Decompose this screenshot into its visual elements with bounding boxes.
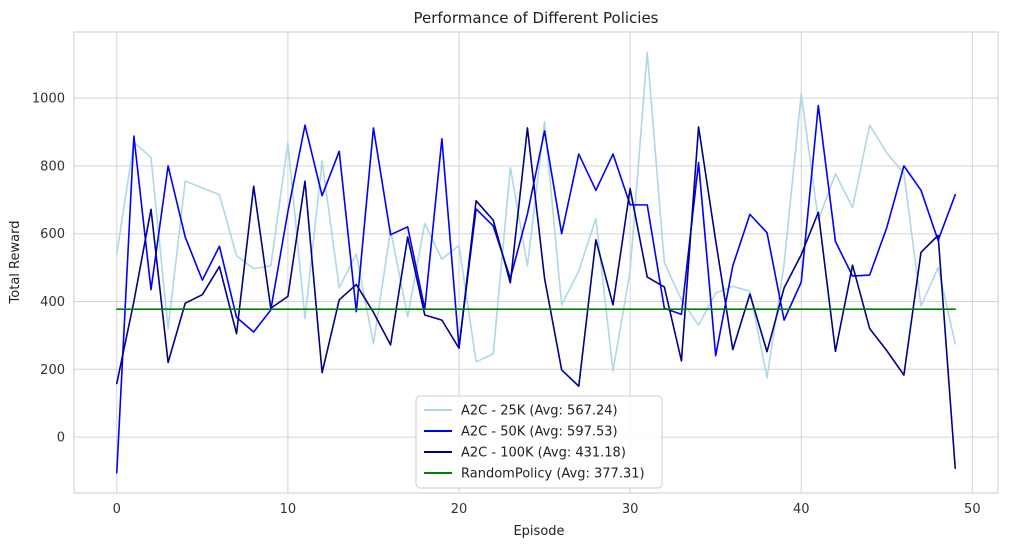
legend-label-a2c-25k: A2C - 25K (Avg: 567.24) <box>461 404 618 419</box>
y-tick-label: 200 <box>40 363 65 378</box>
tick-labels: 0 10 20 30 40 50 0 200 400 600 800 1000 <box>32 92 981 517</box>
y-tick-label: 1000 <box>32 92 65 107</box>
y-tick-label: 400 <box>40 295 65 310</box>
x-tick-label: 50 <box>964 502 981 517</box>
x-tick-label: 20 <box>451 502 468 517</box>
y-tick-label: 800 <box>40 159 65 174</box>
x-axis-title: Episode <box>513 524 564 539</box>
x-tick-label: 40 <box>793 502 810 517</box>
series-line-a2c-25k <box>115 51 957 379</box>
legend-label-randompolicy: RandomPolicy (Avg: 377.31) <box>461 467 645 482</box>
legend: A2C - 25K (Avg: 567.24) A2C - 50K (Avg: 5… <box>415 395 663 489</box>
chart-title: Performance of Different Policies <box>413 9 658 27</box>
legend-label-a2c-50k: A2C - 50K (Avg: 597.53) <box>461 425 618 440</box>
x-tick-label: 30 <box>622 502 639 517</box>
x-tick-label: 0 <box>113 502 121 517</box>
y-tick-label: 600 <box>40 227 65 242</box>
series-line-a2c-100k <box>115 126 957 470</box>
legend-label-a2c-100k: A2C - 100K (Avg: 431.18) <box>461 446 626 461</box>
plot-border <box>73 31 999 494</box>
series-layer <box>115 51 957 474</box>
y-tick-label: 0 <box>57 431 65 446</box>
legend-box <box>415 395 663 489</box>
x-tick-label: 10 <box>280 502 297 517</box>
series-line-a2c-50k <box>115 104 957 474</box>
y-axis-title: Total Reward <box>8 221 23 305</box>
